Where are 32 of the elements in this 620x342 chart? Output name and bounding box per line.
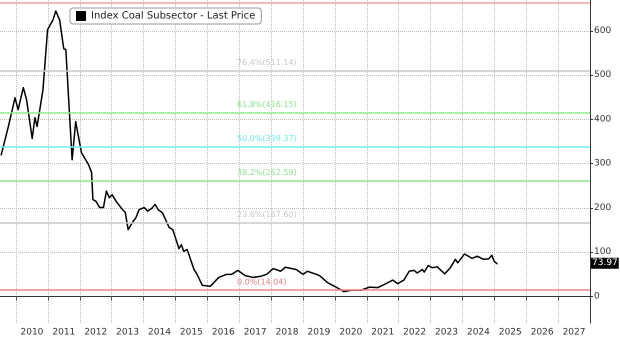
ref-line-label: 50.0%(339.37) — [237, 134, 297, 143]
x-tick-label: 2022 — [403, 328, 426, 338]
annotation: 73.97 — [592, 258, 618, 268]
x-tick-label: 2012 — [84, 328, 108, 338]
y-tick-label: 100 — [594, 247, 612, 258]
y-tick-label: 0 — [594, 291, 600, 302]
x-tick-label: 2019 — [307, 328, 331, 338]
y-tick-label: 500 — [594, 70, 612, 80]
y-tick-label: 200 — [594, 202, 612, 213]
x-tick-label: 2023 — [435, 328, 458, 338]
x-tick-label: 2017 — [244, 328, 267, 338]
x-tick-label: 2014 — [148, 328, 172, 338]
ref-line-label: 61.8%(416.15) — [237, 100, 297, 109]
x-tick-label: 2018 — [276, 328, 299, 338]
x-tick-label: 2026 — [530, 328, 554, 338]
x-tick-label: 2016 — [212, 328, 236, 338]
y-tick-label: 300 — [594, 158, 612, 169]
legend-label: Index Coal Subsector - Last Price — [91, 10, 256, 22]
x-tick-label: 2015 — [180, 328, 203, 338]
ref-line-label: 0.0%(14.04) — [237, 278, 286, 287]
x-tick-label: 2027 — [562, 328, 586, 338]
x-tick-label: 2020 — [339, 328, 363, 338]
line-series — [0, 10, 498, 292]
x-tick-label: 2025 — [498, 328, 522, 338]
ref-line-label: 38.2%(262.59) — [237, 168, 297, 177]
x-tick-label: 2013 — [116, 328, 140, 338]
x-tick-label: 2021 — [371, 328, 394, 338]
x-tick-label: 2010 — [20, 328, 44, 338]
x-tick-label: 2011 — [52, 328, 76, 338]
x-tick-label: 2024 — [466, 328, 490, 338]
y-tick-label: 600 — [594, 26, 612, 36]
y-tick-label: 400 — [594, 114, 612, 124]
